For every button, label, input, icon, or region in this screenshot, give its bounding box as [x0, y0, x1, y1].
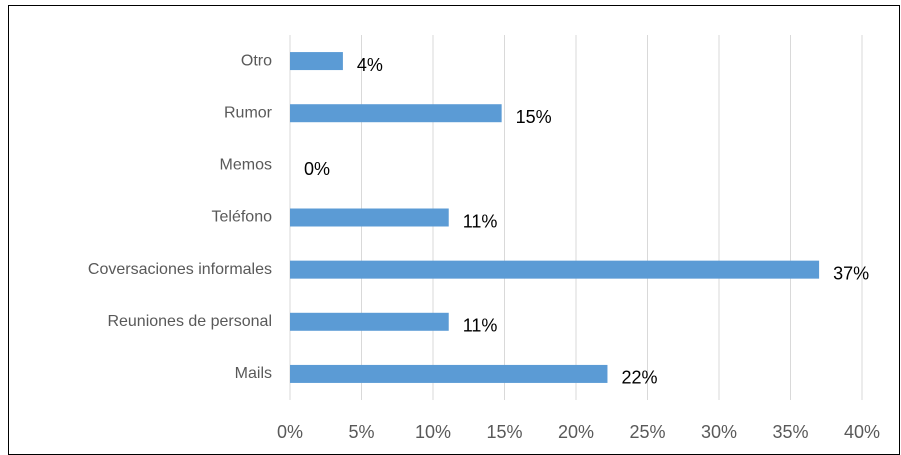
- x-tick-label: 20%: [558, 422, 594, 442]
- y-tick-label: Reuniones de personal: [107, 313, 272, 330]
- bar: [290, 260, 820, 279]
- value-label: 37%: [833, 263, 869, 283]
- bar: [290, 52, 343, 71]
- value-label: 15%: [516, 107, 552, 127]
- y-tick-label: Teléfono: [212, 209, 273, 226]
- value-label: 0%: [304, 159, 330, 179]
- bar: [290, 364, 608, 383]
- x-tick-label: 30%: [701, 422, 737, 442]
- y-tick-label: Memos: [220, 157, 272, 174]
- x-tick-label: 0%: [277, 422, 303, 442]
- value-label: 11%: [463, 316, 498, 336]
- value-label: 22%: [621, 368, 657, 388]
- bar: [290, 312, 449, 331]
- value-label: 11%: [463, 211, 498, 231]
- x-tick-label: 10%: [415, 422, 451, 442]
- x-tick-label: 40%: [844, 422, 880, 442]
- x-tick-label: 35%: [772, 422, 808, 442]
- y-tick-label: Coversaciones informales: [88, 261, 272, 278]
- bar: [290, 208, 449, 227]
- value-label: 4%: [357, 55, 383, 75]
- chart-frame: [8, 5, 900, 455]
- x-tick-label: 25%: [629, 422, 665, 442]
- y-tick-label: Mails: [235, 365, 272, 382]
- x-tick-label: 5%: [348, 422, 374, 442]
- bar: [290, 104, 502, 123]
- x-tick-label: 15%: [486, 422, 522, 442]
- y-tick-label: Otro: [241, 52, 272, 69]
- y-tick-label: Rumor: [224, 104, 273, 121]
